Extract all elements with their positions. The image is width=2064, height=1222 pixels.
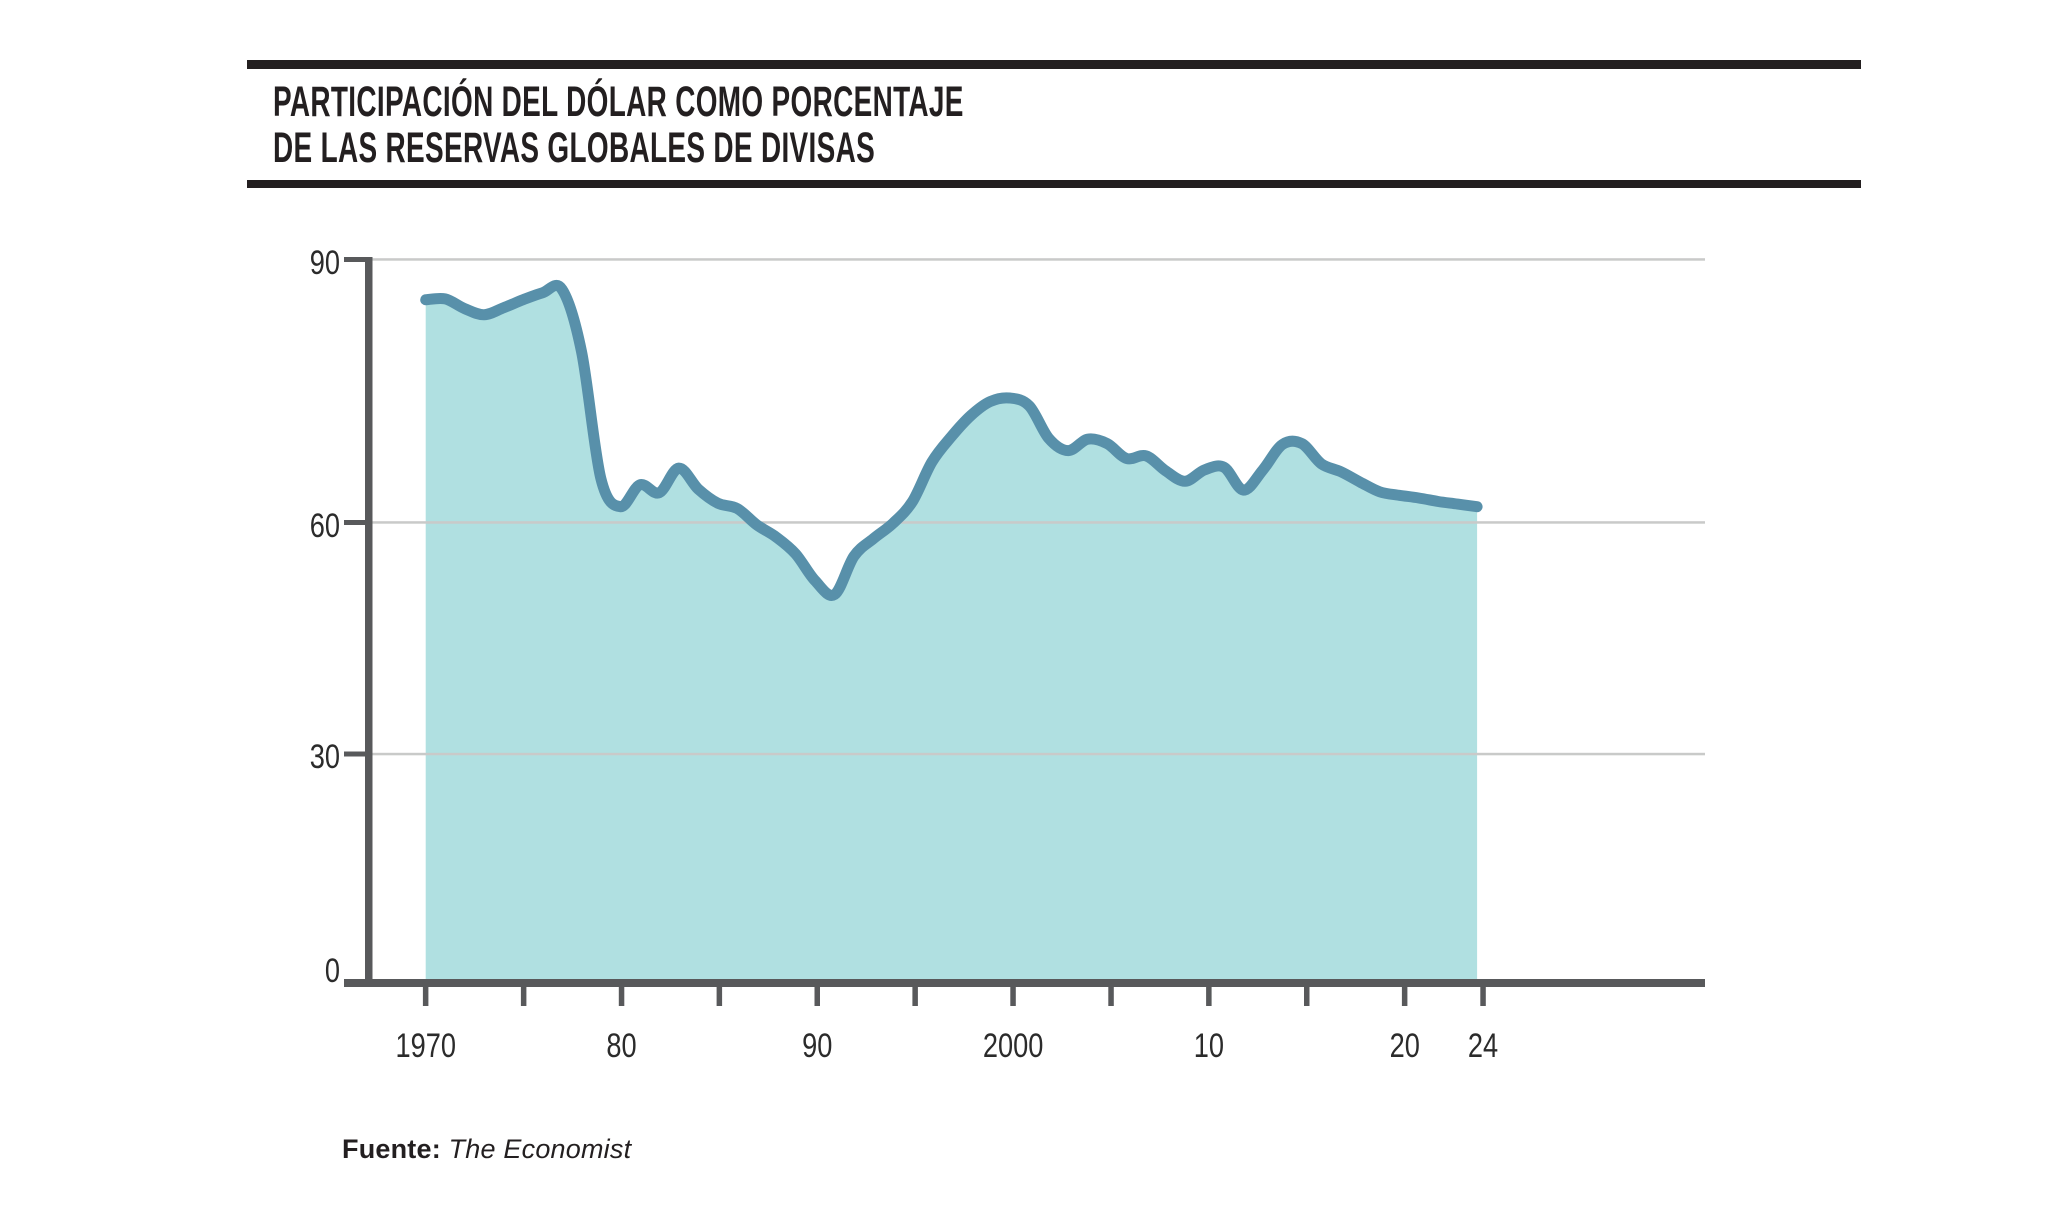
x-ticks-group xyxy=(422,987,1486,1006)
chart-title: PARTICIPACIÓN DEL DÓLAR COMO PORCENTAJE … xyxy=(273,79,1336,171)
chart-title-line-1: PARTICIPACIÓN DEL DÓLAR COMO PORCENTAJE xyxy=(273,78,964,126)
y-axis-label-0: 0 xyxy=(325,951,340,990)
x-tick-1990 xyxy=(814,987,820,1006)
x-axis-label-80: 80 xyxy=(606,1026,636,1065)
x-axis-label-90: 90 xyxy=(802,1026,832,1065)
x-tick-2010 xyxy=(1206,987,1212,1006)
x-axis-label-10: 10 xyxy=(1194,1026,1224,1065)
source-label: Fuente: xyxy=(342,1134,441,1164)
trend-line xyxy=(420,279,1483,601)
y-tick-90 xyxy=(344,257,365,262)
x-axis-label-1970: 1970 xyxy=(395,1026,455,1065)
area-fill xyxy=(425,285,1478,980)
x-axis-label-24: 24 xyxy=(1468,1026,1498,1065)
source-name: The Economist xyxy=(448,1134,632,1164)
y-axis-label-60: 60 xyxy=(310,506,340,545)
x-tick-2015 xyxy=(1304,987,1310,1006)
x-tick-1980 xyxy=(618,987,625,1006)
source-note: Fuente: The Economist xyxy=(342,1134,631,1165)
gridline-90 xyxy=(372,258,1705,261)
gridline-30 xyxy=(372,752,1705,756)
x-axis-label-20: 20 xyxy=(1390,1026,1420,1065)
x-tick-2020 xyxy=(1401,987,1408,1006)
x-tick-1995 xyxy=(912,987,918,1006)
y-tick-60 xyxy=(344,520,365,525)
top-rule xyxy=(247,60,1861,69)
y-axis-label-30: 30 xyxy=(310,737,340,776)
chart-title-line-2: DE LAS RESERVAS GLOBALES DE DIVISAS xyxy=(273,124,876,172)
bottom-rule xyxy=(247,180,1861,188)
x-tick-1970 xyxy=(422,987,429,1006)
gridline-60 xyxy=(372,521,1705,524)
x-axis-line xyxy=(344,979,1705,987)
x-tick-2000 xyxy=(1010,987,1016,1006)
x-tick-1975 xyxy=(520,987,527,1006)
y-tick-30 xyxy=(344,751,365,757)
y-axis-line xyxy=(365,257,373,987)
x-tick-2005 xyxy=(1108,987,1114,1006)
x-tick-1985 xyxy=(716,987,723,1006)
x-axis-label-2000: 2000 xyxy=(983,1026,1043,1065)
y-axis-label-90: 90 xyxy=(310,243,340,282)
x-tick-2024 xyxy=(1480,987,1486,1006)
